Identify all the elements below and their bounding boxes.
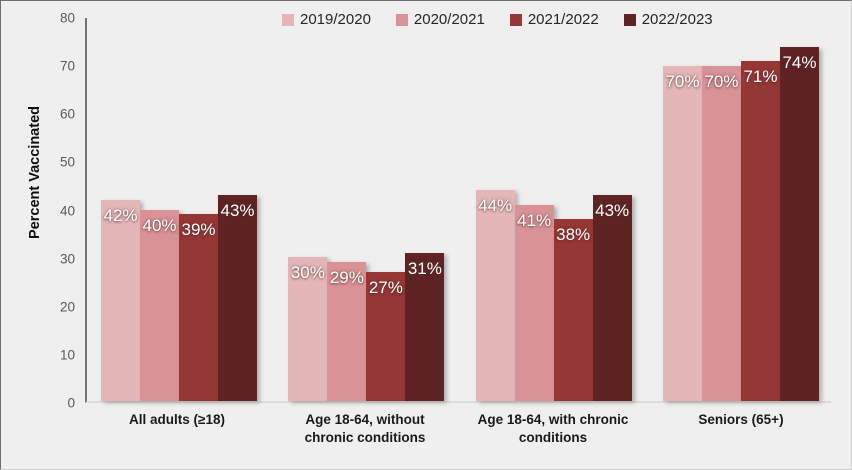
y-tick-label: 10 <box>59 347 75 363</box>
legend-swatch-icon <box>509 13 522 26</box>
bar: 39% <box>179 214 218 401</box>
bar-value-label: 43% <box>220 201 255 221</box>
bar: 41% <box>514 204 554 401</box>
legend-item: 2020/2021 <box>395 11 485 28</box>
x-category-label: Age 18-64, with chronic conditions <box>477 412 629 446</box>
bar-value-label: 70% <box>704 71 739 91</box>
y-tick-label: 20 <box>59 299 75 315</box>
bar-group: 44% 41% 38% 43% <box>475 18 632 401</box>
bar-value-label: 29% <box>329 268 364 288</box>
legend-label: 2021/2022 <box>527 11 599 28</box>
x-axis-labels: All adults (≥18) Age 18-64, without chron… <box>85 411 831 447</box>
bar: 70% <box>662 65 702 401</box>
plot-area: 42% 40% 39% 43% 30% 29% 27% 31% 44% 41% 38% 43% 70% 7… <box>85 18 831 403</box>
x-label-cell: Age 18-64, with chronic conditions <box>475 411 631 447</box>
y-tick-label: 40 <box>59 203 75 218</box>
bar: 44% <box>475 190 515 401</box>
bar: 40% <box>140 209 179 401</box>
bar-group: 70% 70% 71% 74% <box>662 18 819 401</box>
bar-value-label: 44% <box>478 196 513 216</box>
bar-value-label: 40% <box>142 215 177 235</box>
bar: 30% <box>288 257 328 401</box>
legend-swatch-icon <box>623 13 636 26</box>
bar-groups-container: 42% 40% 39% 43% 30% 29% 27% 31% 44% 41% 38% 43% 70% 7… <box>87 18 831 401</box>
legend-label: 2019/2020 <box>300 11 371 28</box>
bar-group: 30% 29% 27% 31% <box>288 18 445 401</box>
bar-value-label: 31% <box>407 258 442 278</box>
bar: 43% <box>592 195 632 401</box>
bar: 29% <box>327 262 367 401</box>
y-tick-label: 60 <box>59 106 75 122</box>
bar-group: 42% 40% 39% 43% <box>101 18 257 401</box>
bar: 71% <box>740 61 780 401</box>
x-label-cell: Seniors (65+) <box>663 411 819 447</box>
x-label-cell: Age 18-64, without chronic conditions <box>287 411 443 447</box>
y-tick-label: 0 <box>67 395 75 411</box>
y-tick-label: 30 <box>59 251 75 267</box>
bar-value-label: 39% <box>181 220 216 240</box>
bar: 70% <box>701 65 741 401</box>
x-category-label: Seniors (65+) <box>698 412 784 427</box>
bar-value-label: 43% <box>595 201 630 221</box>
bar: 42% <box>101 199 140 401</box>
y-tick-label: 80 <box>59 10 75 26</box>
x-category-label: Age 18-64, without chronic conditions <box>304 412 426 446</box>
y-axis-ticks: 0 10 20 30 40 50 60 70 80 <box>1 11 75 411</box>
bar: 38% <box>553 219 593 401</box>
bar: 74% <box>779 46 819 401</box>
bar-value-label: 70% <box>665 71 700 91</box>
bar: 43% <box>218 195 257 401</box>
legend-item: 2021/2022 <box>509 11 599 28</box>
bar: 31% <box>405 252 445 401</box>
bar-value-label: 42% <box>103 205 138 225</box>
bar-value-label: 27% <box>368 277 403 297</box>
x-label-cell: All adults (≥18) <box>99 411 255 447</box>
bar-value-label: 74% <box>782 52 817 72</box>
bar-value-label: 30% <box>290 263 325 283</box>
legend-label: 2022/2023 <box>641 11 713 28</box>
y-tick-label: 70 <box>59 58 75 74</box>
bar-value-label: 41% <box>517 210 552 230</box>
bar: 27% <box>366 271 406 401</box>
bar-value-label: 71% <box>743 67 778 87</box>
legend-label: 2020/2021 <box>413 11 485 28</box>
legend-swatch-icon <box>282 13 294 26</box>
x-category-label: All adults (≥18) <box>129 412 225 427</box>
legend-item: 2019/2020 <box>282 11 371 28</box>
legend-item: 2022/2023 <box>623 11 713 28</box>
legend-swatch-icon <box>395 13 408 26</box>
y-tick-label: 50 <box>59 154 75 170</box>
bar-value-label: 38% <box>556 225 591 245</box>
legend: 2019/2020 2020/2021 2021/2022 2022/2023 <box>282 11 713 28</box>
